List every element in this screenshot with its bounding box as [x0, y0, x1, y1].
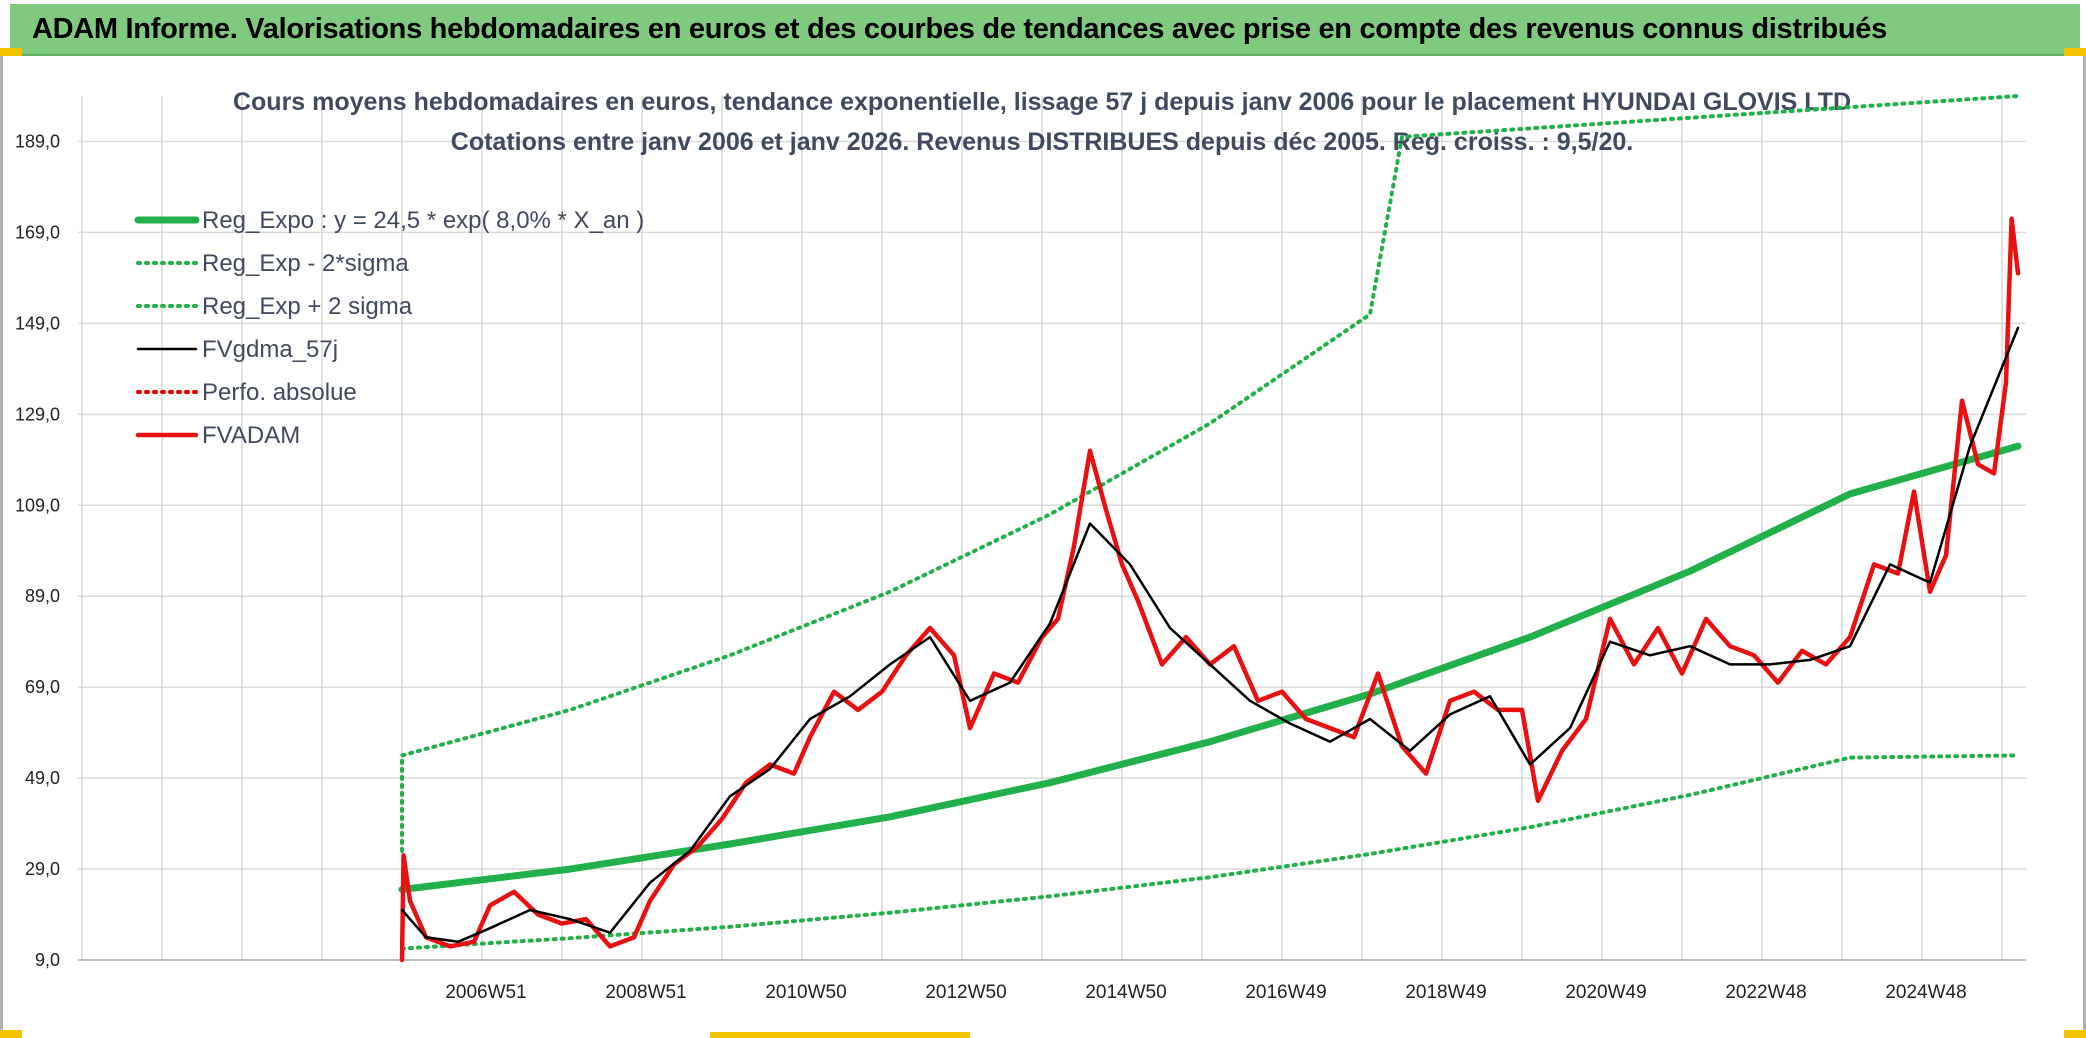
y-tick-label: 129,0 [15, 404, 60, 424]
legend-label: Reg_Exp + 2 sigma [202, 293, 413, 320]
bottom-accent-left [0, 1030, 22, 1038]
legend-label: FVgdma_57j [202, 336, 338, 363]
bottom-accent-middle [710, 1032, 970, 1038]
series-line-0 [398, 442, 2022, 893]
x-tick-label: 2010W50 [765, 982, 846, 1003]
series-group [398, 94, 2022, 963]
x-axis: 2006W51 2008W51 2010W50 2012W50 2014W50 2016W… [445, 982, 1966, 1003]
series-line-5 [399, 216, 2021, 963]
legend-label: FVADAM [202, 422, 300, 449]
x-tick-label: 2006W51 [445, 982, 526, 1003]
x-tick-label: 2020W49 [1565, 982, 1646, 1003]
legend: Reg_Expo : y = 24,5 * exp( 8,0% * X_an )… [134, 207, 644, 449]
y-tick-label: 109,0 [15, 495, 60, 515]
page-title: ADAM Informe. Valorisations hebdomadaire… [32, 12, 1887, 45]
legend-label: Reg_Expo : y = 24,5 * exp( 8,0% * X_an ) [202, 207, 644, 234]
x-tick-label: 2012W50 [925, 982, 1006, 1003]
x-tick-label: 2018W49 [1405, 982, 1486, 1003]
x-tick-label: 2016W49 [1245, 982, 1326, 1003]
corner-accent-right [2064, 48, 2086, 56]
y-tick-label: 69,0 [25, 677, 60, 697]
y-tick-label: 149,0 [15, 313, 60, 333]
y-tick-label: 189,0 [15, 131, 60, 151]
y-tick-label: 169,0 [15, 222, 60, 242]
y-tick-label: 49,0 [25, 768, 60, 788]
chart-frame [0, 56, 2086, 1030]
header-bar: ADAM Informe. Valorisations hebdomadaire… [10, 4, 2080, 56]
y-tick-label: 29,0 [25, 859, 60, 879]
x-tick-label: 2022W48 [1725, 982, 1806, 1003]
series-line-3 [400, 326, 2020, 944]
x-tick-label: 2014W50 [1085, 982, 1166, 1003]
chart-title: Cours moyens hebdomadaires en euros, ten… [233, 88, 1851, 116]
bottom-accent-right [2064, 1030, 2086, 1038]
chart-subtitle: Cotations entre janv 2006 et janv 2026. … [451, 128, 1633, 156]
corner-accent-left [0, 48, 22, 56]
series-line-2 [400, 94, 2020, 853]
legend-label: Reg_Exp - 2*sigma [202, 250, 409, 277]
x-tick-label: 2008W51 [605, 982, 686, 1003]
x-tick-label: 2024W48 [1885, 982, 1966, 1003]
y-tick-label: 9,0 [35, 950, 60, 970]
series-line-1 [400, 753, 2020, 951]
y-axis: 9,0 29,0 49,0 69,0 89,0 109,0 129,0 149,0 169,0 1… [15, 131, 60, 970]
y-tick-label: 89,0 [25, 586, 60, 606]
legend-label: Perfo. absolue [202, 379, 357, 406]
